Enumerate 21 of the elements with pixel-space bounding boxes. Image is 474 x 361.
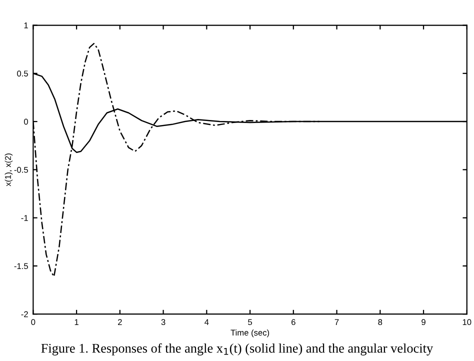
y-tick-label: -2 (21, 311, 28, 318)
x-tick-label: 8 (378, 319, 382, 326)
y-tick-label: -1 (21, 215, 28, 221)
x-tick-label: 4 (204, 319, 209, 325)
y-tick-label: -1.5 (14, 263, 28, 270)
y-axis-title: x(1), x(2) (4, 154, 13, 186)
x-tick-label: 2 (118, 319, 122, 325)
x-tick-label: 1 (74, 319, 78, 325)
y-tick-label: 0.5 (17, 70, 28, 77)
y-tick-label: -0.5 (14, 166, 28, 173)
x-tick-label: 5 (248, 319, 252, 326)
x-axis-title: Time (sec) (230, 329, 270, 338)
x-tick-label: 10 (462, 319, 472, 326)
x-tick-label: 6 (292, 319, 296, 326)
x-tick-label: 7 (334, 319, 339, 325)
x-tick-label: 9 (422, 319, 426, 326)
x-tick-label: 3 (161, 319, 166, 326)
caption: Figure 1. Responses of the angle x$_{1}$(t) (solid line) and the angular velocity (41, 343, 434, 356)
x-tick-label: 0 (31, 319, 36, 326)
y-tick-label: 0 (24, 118, 28, 125)
y-tick-label: 1 (24, 22, 28, 28)
